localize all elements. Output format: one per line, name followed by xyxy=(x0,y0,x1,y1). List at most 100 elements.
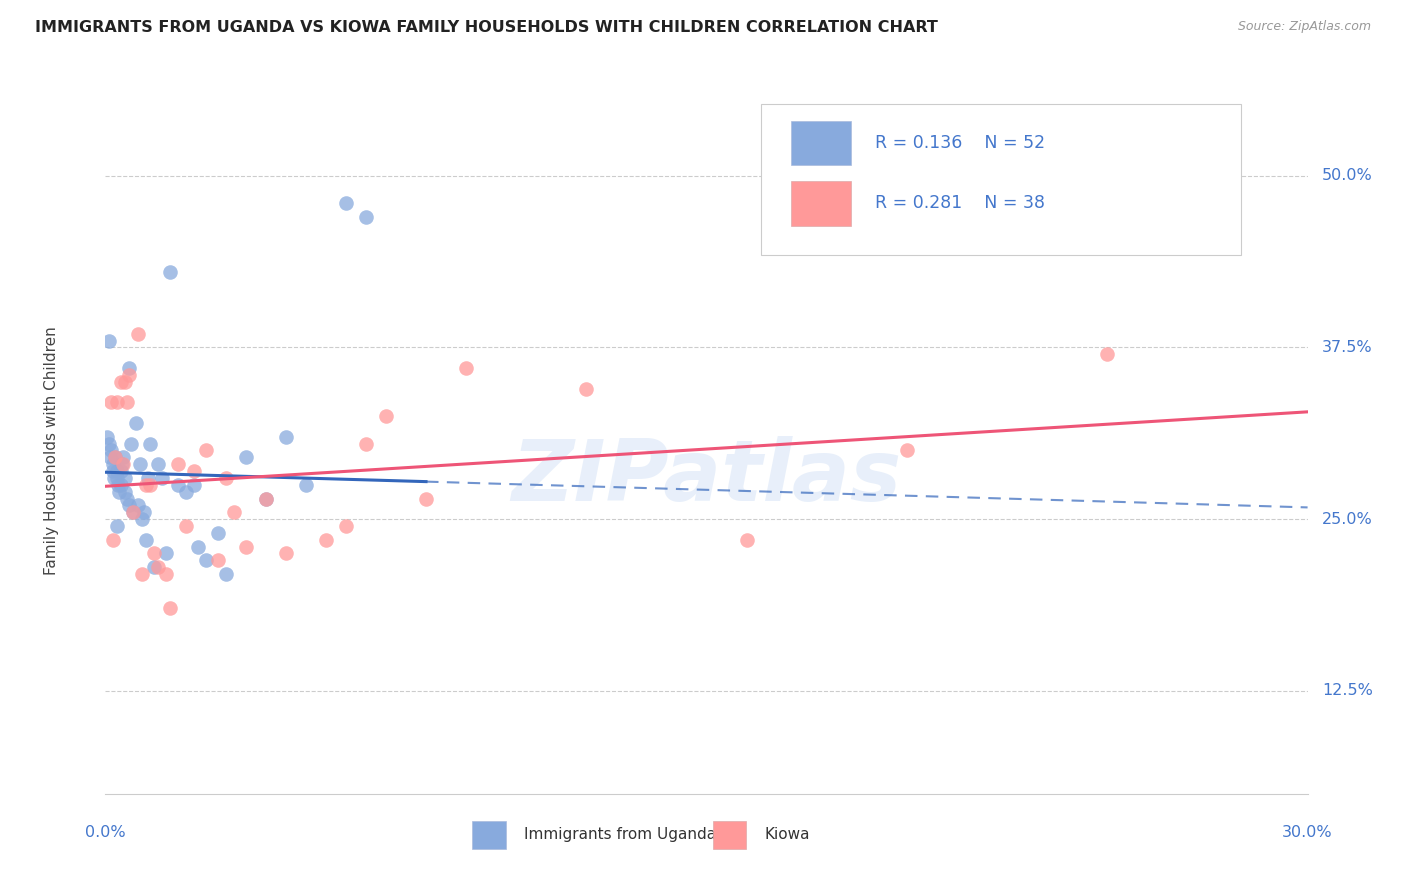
FancyBboxPatch shape xyxy=(790,120,851,165)
Point xyxy=(127,326,149,341)
Text: Family Households with Children: Family Households with Children xyxy=(44,326,59,574)
Point xyxy=(207,525,229,540)
Point xyxy=(135,478,157,492)
Point xyxy=(896,443,918,458)
FancyBboxPatch shape xyxy=(472,822,506,849)
Point xyxy=(374,409,396,424)
Point xyxy=(105,464,128,478)
Point xyxy=(354,436,377,450)
Point xyxy=(335,196,357,211)
Point xyxy=(135,533,157,547)
Point xyxy=(96,430,118,444)
Point xyxy=(235,450,257,465)
Point xyxy=(146,457,169,471)
FancyBboxPatch shape xyxy=(790,181,851,226)
Point xyxy=(98,450,121,465)
Point xyxy=(159,601,181,615)
Point xyxy=(174,519,197,533)
Point xyxy=(101,457,124,471)
Text: R = 0.281    N = 38: R = 0.281 N = 38 xyxy=(875,194,1045,212)
Point xyxy=(415,491,437,506)
Point xyxy=(117,395,139,409)
Point xyxy=(456,361,478,376)
Point xyxy=(104,450,127,465)
Point xyxy=(166,457,188,471)
Point xyxy=(107,519,129,533)
Point xyxy=(114,471,136,485)
Text: Kiowa: Kiowa xyxy=(765,827,810,842)
Point xyxy=(108,484,131,499)
Point xyxy=(254,491,277,506)
Text: 0.0%: 0.0% xyxy=(86,825,125,839)
Point xyxy=(183,478,205,492)
Text: 25.0%: 25.0% xyxy=(1322,512,1372,526)
Point xyxy=(150,471,173,485)
Point xyxy=(142,560,165,574)
Text: ZIPatlas: ZIPatlas xyxy=(512,436,901,519)
Point xyxy=(194,443,217,458)
Point xyxy=(575,382,598,396)
Point xyxy=(110,478,132,492)
Point xyxy=(132,505,155,519)
Point xyxy=(100,395,122,409)
Point xyxy=(138,436,160,450)
Point xyxy=(315,533,337,547)
Point xyxy=(254,491,277,506)
Point xyxy=(112,457,135,471)
FancyBboxPatch shape xyxy=(713,822,747,849)
Point xyxy=(104,450,127,465)
Point xyxy=(295,478,318,492)
Point xyxy=(207,553,229,567)
Point xyxy=(1097,347,1119,361)
Point xyxy=(100,443,122,458)
Point xyxy=(107,478,129,492)
Text: 37.5%: 37.5% xyxy=(1322,340,1372,355)
Point xyxy=(103,533,125,547)
Text: Immigrants from Uganda: Immigrants from Uganda xyxy=(524,827,716,842)
Point xyxy=(122,505,145,519)
Point xyxy=(395,821,418,835)
Point xyxy=(103,471,125,485)
Point xyxy=(107,395,129,409)
Point xyxy=(735,533,758,547)
Point xyxy=(274,430,297,444)
Text: Source: ZipAtlas.com: Source: ZipAtlas.com xyxy=(1237,20,1371,33)
Point xyxy=(110,375,132,389)
Point xyxy=(111,457,134,471)
Point xyxy=(121,436,143,450)
Point xyxy=(335,519,357,533)
FancyBboxPatch shape xyxy=(761,103,1241,255)
Text: 50.0%: 50.0% xyxy=(1322,169,1372,183)
Point xyxy=(110,464,132,478)
Point xyxy=(354,210,377,224)
Point xyxy=(118,361,141,376)
Point xyxy=(107,471,129,485)
Point xyxy=(183,464,205,478)
Point xyxy=(136,471,159,485)
Point xyxy=(122,505,145,519)
Point xyxy=(103,464,125,478)
Point xyxy=(166,478,188,492)
Point xyxy=(112,450,135,465)
Point xyxy=(118,499,141,513)
Point xyxy=(118,368,141,382)
Point xyxy=(127,499,149,513)
Text: IMMIGRANTS FROM UGANDA VS KIOWA FAMILY HOUSEHOLDS WITH CHILDREN CORRELATION CHAR: IMMIGRANTS FROM UGANDA VS KIOWA FAMILY H… xyxy=(35,20,938,35)
Point xyxy=(214,471,236,485)
Point xyxy=(128,457,150,471)
Point xyxy=(146,560,169,574)
Point xyxy=(97,436,120,450)
Point xyxy=(131,567,153,582)
Point xyxy=(214,567,236,582)
Point xyxy=(131,512,153,526)
Point xyxy=(98,334,121,348)
Point xyxy=(155,567,177,582)
Point xyxy=(114,484,136,499)
Point xyxy=(159,265,181,279)
Point xyxy=(155,546,177,561)
Point xyxy=(274,546,297,561)
Point xyxy=(114,375,136,389)
Point xyxy=(138,478,160,492)
Text: R = 0.136    N = 52: R = 0.136 N = 52 xyxy=(875,134,1045,153)
Point xyxy=(194,553,217,567)
